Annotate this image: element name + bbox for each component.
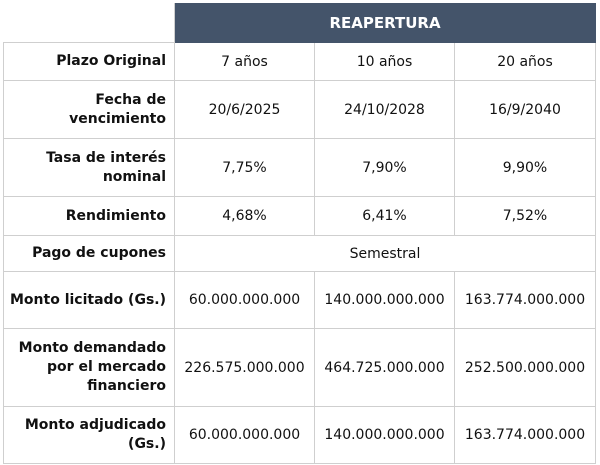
cell-value: 60.000.000.000 — [174, 406, 315, 464]
cell-value: 20 años — [454, 42, 596, 81]
table-row-plazo: Plazo Original 7 años 10 años 20 años — [3, 42, 596, 81]
cell-value: 252.500.000.000 — [454, 328, 596, 407]
cell-value: 7,52% — [454, 196, 596, 236]
cell-value: 9,90% — [454, 138, 596, 197]
header-corner — [3, 3, 175, 43]
row-label: Fecha de vencimiento — [3, 80, 175, 139]
header-title: REAPERTURA — [174, 3, 596, 43]
cell-value: 7,75% — [174, 138, 315, 197]
table-row-adjudicado: Monto adjudicado (Gs.) 60.000.000.000 14… — [3, 406, 596, 464]
cell-value: 6,41% — [314, 196, 455, 236]
row-label: Plazo Original — [3, 42, 175, 81]
table-row-rendimiento: Rendimiento 4,68% 6,41% 7,52% — [3, 196, 596, 236]
table-row-demandado: Monto demandado por el mercado financier… — [3, 328, 596, 407]
table-row-fecha: Fecha de vencimiento 20/6/2025 24/10/202… — [3, 80, 596, 139]
header-row: REAPERTURA — [3, 3, 596, 43]
cell-value: 10 años — [314, 42, 455, 81]
cell-value: 4,68% — [174, 196, 315, 236]
row-label: Tasa de interés nominal — [3, 138, 175, 197]
row-label: Rendimiento — [3, 196, 175, 236]
row-label: Monto adjudicado (Gs.) — [3, 406, 175, 464]
cell-value: 163.774.000.000 — [454, 271, 596, 329]
cell-value: 7,90% — [314, 138, 455, 197]
cell-value: 16/9/2040 — [454, 80, 596, 139]
table-row-tasa: Tasa de interés nominal 7,75% 7,90% 9,90… — [3, 138, 596, 197]
cell-value-merged: Semestral — [174, 235, 596, 272]
cell-value: 24/10/2028 — [314, 80, 455, 139]
cell-value: 140.000.000.000 — [314, 406, 455, 464]
table-row-licitado: Monto licitado (Gs.) 60.000.000.000 140.… — [3, 271, 596, 329]
table-row-cupones: Pago de cupones Semestral — [3, 235, 596, 272]
cell-value: 7 años — [174, 42, 315, 81]
bond-table: REAPERTURA Plazo Original 7 años 10 años… — [3, 3, 596, 464]
cell-value: 226.575.000.000 — [174, 328, 315, 407]
row-label: Monto licitado (Gs.) — [3, 271, 175, 329]
row-label: Monto demandado por el mercado financier… — [3, 328, 175, 407]
cell-value: 20/6/2025 — [174, 80, 315, 139]
cell-value: 163.774.000.000 — [454, 406, 596, 464]
row-label: Pago de cupones — [3, 235, 175, 272]
cell-value: 60.000.000.000 — [174, 271, 315, 329]
cell-value: 140.000.000.000 — [314, 271, 455, 329]
cell-value: 464.725.000.000 — [314, 328, 455, 407]
